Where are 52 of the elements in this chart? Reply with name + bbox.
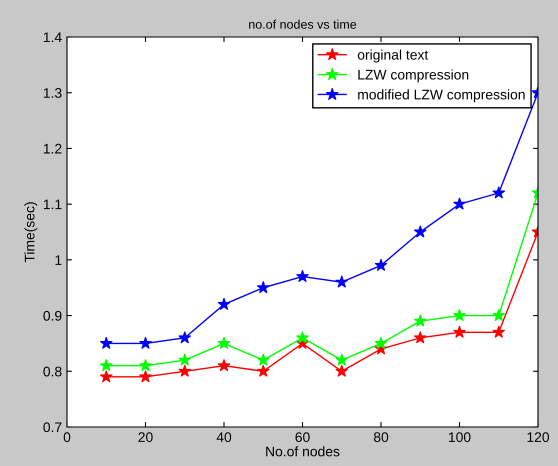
x-tick-label: 40 [216, 432, 232, 442]
point [139, 358, 152, 372]
point [256, 364, 270, 377]
x-tick-label: 60 [295, 432, 310, 442]
legend-label: original text [358, 50, 428, 62]
point [178, 364, 192, 377]
point [256, 280, 270, 294]
legend-label: modified LZW compression [358, 89, 525, 102]
y-tick-label: 1.4 [44, 32, 62, 42]
x-tick-label: 120 [527, 432, 550, 442]
point [414, 331, 427, 344]
y-tick-label: 0.9 [43, 310, 62, 321]
point [492, 308, 506, 322]
point [374, 258, 388, 272]
x-tick-label: 100 [448, 432, 471, 442]
point [100, 336, 113, 350]
point [453, 197, 466, 210]
x-tick-label: 0 [64, 432, 70, 442]
point [256, 353, 270, 366]
point [335, 353, 348, 366]
point [178, 353, 192, 366]
y-axis-title: Time(sec) [24, 202, 38, 262]
y-tick-label: 1.2 [44, 144, 62, 154]
point [218, 358, 230, 372]
point [178, 331, 192, 344]
point [492, 186, 506, 199]
y-tick-label: 1 [55, 255, 62, 265]
y-tick-label: 0.7 [43, 422, 62, 432]
x-tick-label: 80 [374, 432, 388, 442]
chart-title: no.of nodes vs time [249, 20, 356, 29]
point [414, 314, 427, 327]
point [218, 336, 230, 350]
x-tick-label: 20 [138, 432, 153, 442]
point [296, 270, 309, 282]
point [139, 370, 152, 382]
point [453, 326, 466, 338]
point [335, 275, 348, 288]
point [218, 298, 230, 310]
point [139, 336, 152, 350]
point [335, 364, 348, 377]
point [374, 336, 388, 350]
point [414, 225, 427, 238]
point [492, 326, 506, 338]
y-tick-label: 1.3 [44, 88, 62, 98]
y-tick-label: 0.8 [43, 366, 62, 376]
x-axis-title: No.of nodes [266, 446, 340, 456]
y-tick-label: 1.1 [44, 200, 62, 210]
legend-label: LZW compression [358, 69, 468, 82]
point [100, 370, 113, 382]
point [100, 358, 113, 372]
point [296, 331, 309, 344]
point [453, 308, 466, 322]
